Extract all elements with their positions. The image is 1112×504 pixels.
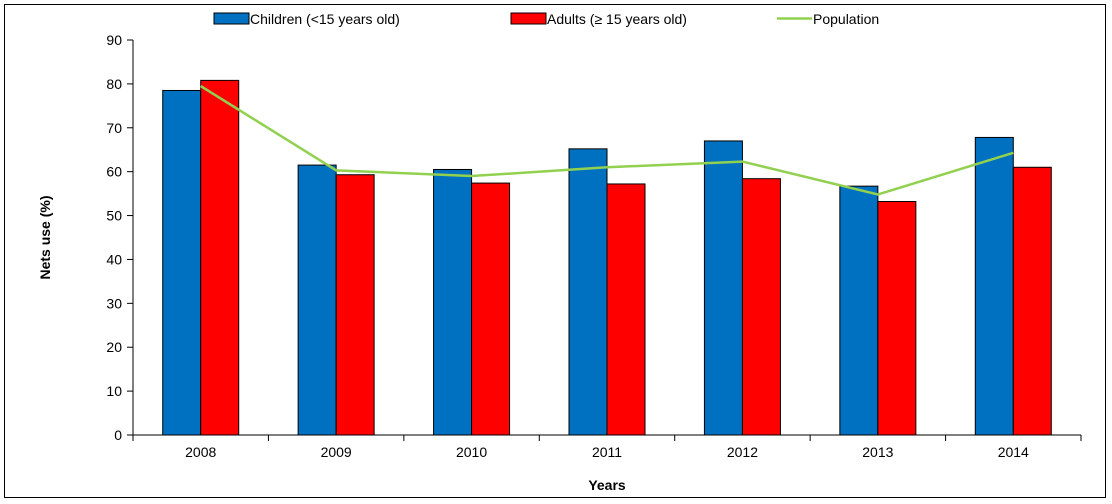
x-tick-label-2008: 2008 — [185, 444, 216, 460]
bar-adults-2009 — [335, 174, 375, 436]
bar-children-2013 — [839, 185, 879, 436]
y-tick-label-90: 90 — [106, 32, 122, 48]
axes-group: 0 10 20 30 40 50 60 70 80 90 2008 2009 2010 2011 2012 2… — [106, 32, 1082, 460]
x-axis-title: Years — [588, 477, 626, 493]
bar-children-2014 — [974, 136, 1014, 436]
legend-label-population: Population — [813, 11, 879, 27]
bar-children-2012 — [703, 140, 743, 436]
legend-swatch-adults — [510, 12, 547, 25]
population-line-group — [200, 85, 1014, 196]
bar-children-2011 — [568, 148, 608, 436]
legend-label-adults: Adults (≥ 15 years old) — [547, 11, 687, 27]
y-tick-label-20: 20 — [106, 339, 122, 355]
y-axis-title: Nets use (%) — [37, 195, 53, 279]
bar-adults-2008 — [200, 79, 240, 436]
y-tick-label-40: 40 — [106, 251, 122, 267]
x-tick-label-2014: 2014 — [998, 444, 1029, 460]
x-tick-label-2012: 2012 — [727, 444, 758, 460]
bar-children-2008 — [162, 89, 202, 436]
bar-adults-2011 — [606, 183, 646, 436]
legend-swatch-children — [213, 12, 250, 25]
legend: Children (<15 years old) Adults (≥ 15 ye… — [213, 11, 879, 27]
x-tick-label-2013: 2013 — [862, 444, 893, 460]
legend-label-children: Children (<15 years old) — [250, 11, 400, 27]
y-tick-label-60: 60 — [106, 164, 122, 180]
y-tick-label-10: 10 — [106, 383, 122, 399]
x-tick-label-2009: 2009 — [321, 444, 352, 460]
bar-adults-2013 — [877, 201, 917, 436]
x-tick-label-2010: 2010 — [456, 444, 487, 460]
bar-children-2009 — [297, 164, 337, 436]
bar-adults-2010 — [471, 182, 511, 436]
bar-adults-2012 — [741, 178, 781, 436]
y-tick-label-80: 80 — [106, 76, 122, 92]
bar-children-2010 — [433, 168, 473, 436]
y-tick-label-70: 70 — [106, 120, 122, 136]
x-tick-label-2011: 2011 — [592, 444, 622, 460]
bars-group — [162, 79, 1052, 436]
y-tick-label-0: 0 — [114, 427, 122, 443]
bar-adults-2014 — [1012, 166, 1052, 436]
y-tick-label-50: 50 — [106, 208, 122, 224]
y-tick-label-30: 30 — [106, 295, 122, 311]
population-line — [200, 85, 1014, 196]
